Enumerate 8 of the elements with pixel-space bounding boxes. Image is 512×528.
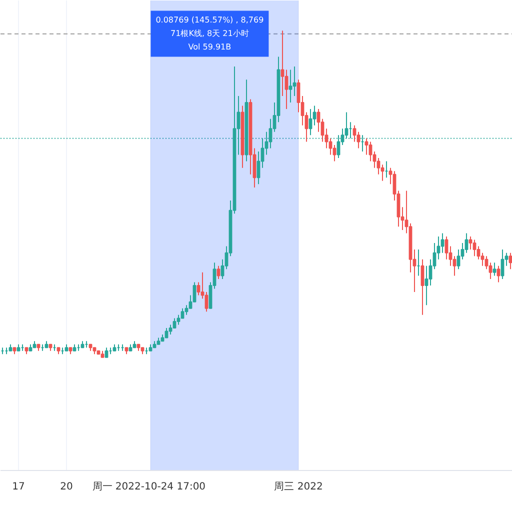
candlestick bbox=[96, 350, 100, 355]
x-tick-label: 周三 2022 bbox=[274, 482, 323, 492]
text: 0.08769 (145.57%) , 8,769 bbox=[156, 16, 264, 25]
annotation: 71根K线, 8天 21小时 bbox=[170, 29, 249, 38]
x-tick-label: 17 bbox=[12, 482, 25, 492]
x-tick-label: 20 bbox=[60, 482, 73, 492]
x-tick-label: 周一 2022-10-24 17:00 bbox=[92, 482, 206, 492]
annotation: Vol 59.91B bbox=[188, 42, 232, 52]
